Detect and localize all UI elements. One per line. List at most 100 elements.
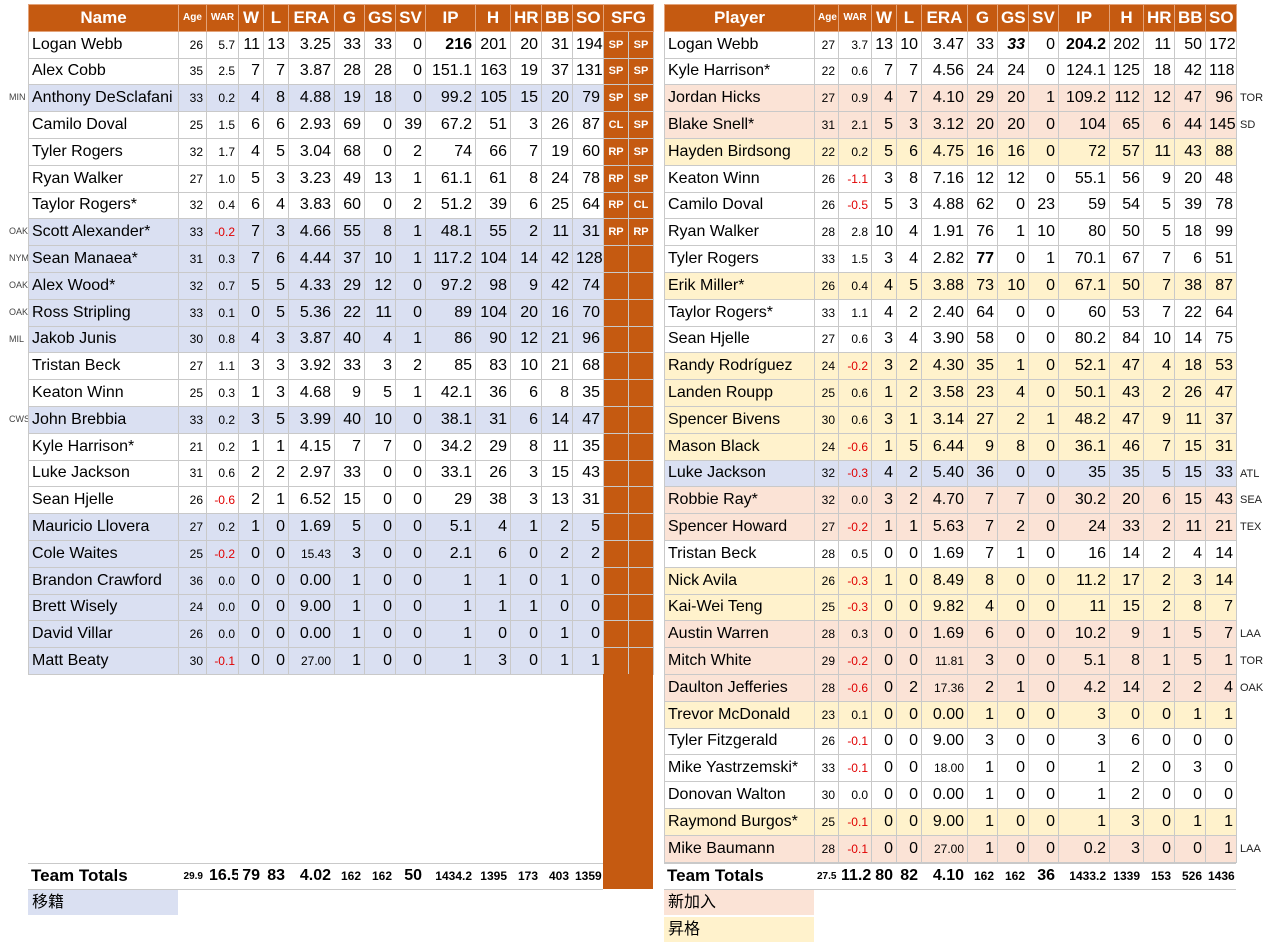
cell-g: 24	[967, 57, 998, 86]
cell-ip: 42.1	[425, 379, 476, 407]
table-row: Tyler Fitzgerald 26 -0.1 0 0 9.00 3 0 0 3 6 0 0 0	[664, 727, 1237, 756]
cell-name: Keaton Winn	[664, 164, 815, 193]
cell-h: 0	[1109, 700, 1144, 729]
table-row: Taylor Rogers* 33 1.1 4 2 2.40 64 0 0 60 53 7 22 64	[664, 298, 1237, 327]
cell-so: 131	[572, 57, 604, 86]
cell-so: 1	[1205, 807, 1237, 836]
cell-bb: 21	[541, 325, 573, 354]
cell-age: 22	[814, 137, 839, 166]
cell-name: Raymond Burgos*	[664, 807, 815, 836]
cell-l: 0	[263, 593, 289, 622]
cell-sfg-pos2	[627, 325, 655, 354]
cell-name: Camilo Doval	[664, 191, 815, 220]
cell-war: 1.1	[838, 298, 872, 327]
cell-h: 90	[475, 325, 511, 354]
cell-w: 3	[238, 352, 264, 381]
cell-h: 50	[1109, 218, 1144, 247]
cell-h: 3	[1109, 834, 1144, 863]
cell-war: 1.0	[206, 164, 239, 193]
cell-gs: 18	[364, 84, 396, 113]
cell-sv: 0	[395, 298, 426, 327]
cell-l: 0	[896, 539, 922, 568]
cell-gs: 0	[364, 593, 396, 622]
cell-age: 26	[814, 727, 839, 756]
cell-w: 0	[871, 807, 897, 836]
cell-l: 4	[896, 218, 922, 247]
cell-sv: 0	[395, 405, 426, 434]
cell-bb: 37	[541, 57, 573, 86]
cell-era: 4.56	[921, 57, 968, 86]
cell-so: 0	[1205, 727, 1237, 756]
cell-h: 3	[1109, 807, 1144, 836]
cell-gs: 0	[364, 459, 396, 488]
cell-so: 31	[572, 486, 604, 515]
cell-name: Daulton Jefferies	[664, 673, 815, 702]
cell-bb: 8	[1174, 593, 1206, 622]
cell-age: 30	[178, 647, 207, 675]
cell-era: 27.00	[921, 834, 968, 863]
cell-sfg-pos1: SP	[603, 57, 629, 86]
table-row: Blake Snell* 31 2.1 5 3 3.12 20 20 0 104 65 6 44 145	[664, 111, 1237, 139]
cell-w: 4	[871, 459, 897, 488]
cell-so: 79	[572, 84, 604, 113]
table-row: Logan Webb 27 3.7 13 10 3.47 33 33 0 204.2 202 11 50…	[664, 30, 1237, 59]
cell-era: 9.82	[921, 593, 968, 622]
totals-label: Team Totals	[664, 862, 814, 891]
table-row: Mike Baumann 28 -0.1 0 0 27.00 1 0 0 0.2 3 0 0 1	[664, 834, 1237, 863]
cell-g: 1	[334, 566, 365, 595]
cell-age: 29	[814, 647, 839, 675]
cell-gs: 8	[364, 218, 396, 247]
cell-w: 0	[238, 539, 264, 568]
cell-bb: 15	[1174, 459, 1206, 488]
cell-l: 5	[896, 271, 922, 300]
cell-so: 78	[1205, 191, 1237, 220]
cell-hr: 9	[1143, 405, 1175, 434]
cell-w: 3	[871, 164, 897, 193]
cell-war: -0.1	[206, 647, 239, 675]
right-header-ip: IP	[1058, 4, 1110, 32]
cell-ip: 97.2	[425, 271, 476, 300]
left-header-bb: BB	[541, 4, 573, 32]
cell-war: -0.1	[838, 807, 872, 836]
cell-bb: 3	[1174, 754, 1206, 783]
cell-sfg-pos1	[603, 513, 629, 541]
right-header-row: Player Age WAR W L ERA G GS SV IP H HR BB SO	[664, 4, 1237, 32]
cell-g: 6	[967, 620, 998, 649]
totals-sv: 50	[395, 862, 425, 891]
cell-era: 8.49	[921, 566, 968, 595]
cell-gs: 0	[364, 513, 396, 541]
cell-hr: 5	[1143, 218, 1175, 247]
cell-h: 65	[1109, 111, 1144, 139]
cell-age: 24	[178, 593, 207, 622]
table-row: Cole Waites 25 -0.2 0 0 15.43 3 0 0 2.1 6 0 2 2	[28, 539, 655, 568]
cell-l: 0	[896, 647, 922, 675]
cell-sv: 23	[1028, 191, 1059, 220]
cell-w: 4	[238, 325, 264, 354]
cell-w: 1	[238, 432, 264, 461]
cell-age: 27	[814, 84, 839, 113]
cell-l: 0	[896, 807, 922, 836]
cell-w: 7	[871, 57, 897, 86]
cell-ip: 0.2	[1058, 834, 1110, 863]
cell-l: 7	[263, 57, 289, 86]
totals-l: 82	[896, 862, 921, 891]
cell-era: 6.52	[288, 486, 335, 515]
cell-bb: 26	[541, 111, 573, 139]
table-row: Hayden Birdsong 22 0.2 5 6 4.75 16 16 0 72 57 11 43 8…	[664, 137, 1237, 166]
sfg-column-fill	[603, 674, 653, 890]
cell-bb: 25	[541, 191, 573, 220]
cell-l: 2	[896, 459, 922, 488]
cell-era: 5.63	[921, 513, 968, 541]
cell-bb: 1	[541, 620, 573, 649]
table-row: Alex Wood* 32 0.7 5 5 4.33 29 12 0 97.2 98 9 42 74	[28, 271, 655, 300]
left-header-l: L	[263, 4, 289, 32]
cell-ip: 85	[425, 352, 476, 381]
cell-h: 47	[1109, 352, 1144, 381]
cell-so: 87	[572, 111, 604, 139]
cell-hr: 6	[1143, 111, 1175, 139]
cell-g: 33	[334, 459, 365, 488]
cell-name: Mike Yastrzemski*	[664, 754, 815, 783]
cell-l: 5	[263, 271, 289, 300]
cell-gs: 7	[997, 486, 1029, 515]
cell-hr: 19	[510, 57, 542, 86]
